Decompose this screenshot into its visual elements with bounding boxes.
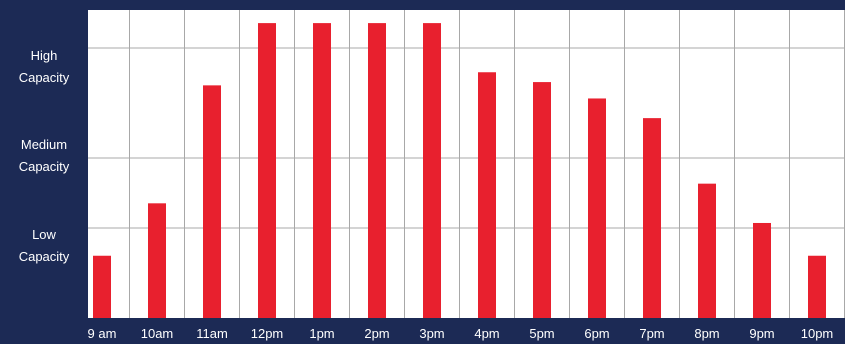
bar-11am <box>203 85 221 319</box>
x-tick-label: 5pm <box>529 326 554 341</box>
x-tick-label: 10am <box>141 326 174 341</box>
x-tick-label: 11am <box>196 326 228 341</box>
x-tick-label: 2pm <box>364 326 389 341</box>
bar-4pm <box>478 72 496 319</box>
bar-1pm <box>313 23 331 318</box>
x-tick-label: 8pm <box>694 326 719 341</box>
y-label-high-line2: Capacity <box>19 70 70 85</box>
bar-9pm <box>753 222 771 318</box>
y-label-medium-line2: Capacity <box>19 159 70 174</box>
bar-3pm <box>423 23 441 318</box>
bar-7pm <box>643 118 661 319</box>
bars <box>93 23 826 319</box>
x-tick-label: 9pm <box>749 326 774 341</box>
x-tick-label: 7pm <box>639 326 664 341</box>
x-tick-label: 3pm <box>419 326 444 341</box>
bar-2pm <box>368 23 386 318</box>
x-axis-labels: 9 am 10am 11am 12pm 1pm 2pm 3pm 4pm 5pm 6pm 7pm 8pm… <box>88 326 834 341</box>
plot-area <box>88 10 845 318</box>
bar-10am <box>148 203 166 318</box>
bar-12pm <box>258 23 276 318</box>
x-tick-label: 10pm <box>801 326 834 341</box>
bar-8pm <box>698 183 716 318</box>
y-label-low-line2: Capacity <box>19 249 70 264</box>
bar-9am <box>93 255 111 318</box>
bar-5pm <box>533 82 551 318</box>
y-label-low-line1: Low <box>32 227 56 242</box>
x-tick-label: 4pm <box>474 326 499 341</box>
y-label-medium-line1: Medium <box>21 137 67 152</box>
bar-10pm <box>808 255 826 318</box>
x-tick-label: 1pm <box>309 326 334 341</box>
x-tick-label: 9 am <box>88 326 117 341</box>
x-tick-label: 6pm <box>584 326 609 341</box>
y-label-high-line1: High <box>31 48 58 63</box>
x-tick-label: 12pm <box>251 326 284 341</box>
bar-6pm <box>588 98 606 319</box>
